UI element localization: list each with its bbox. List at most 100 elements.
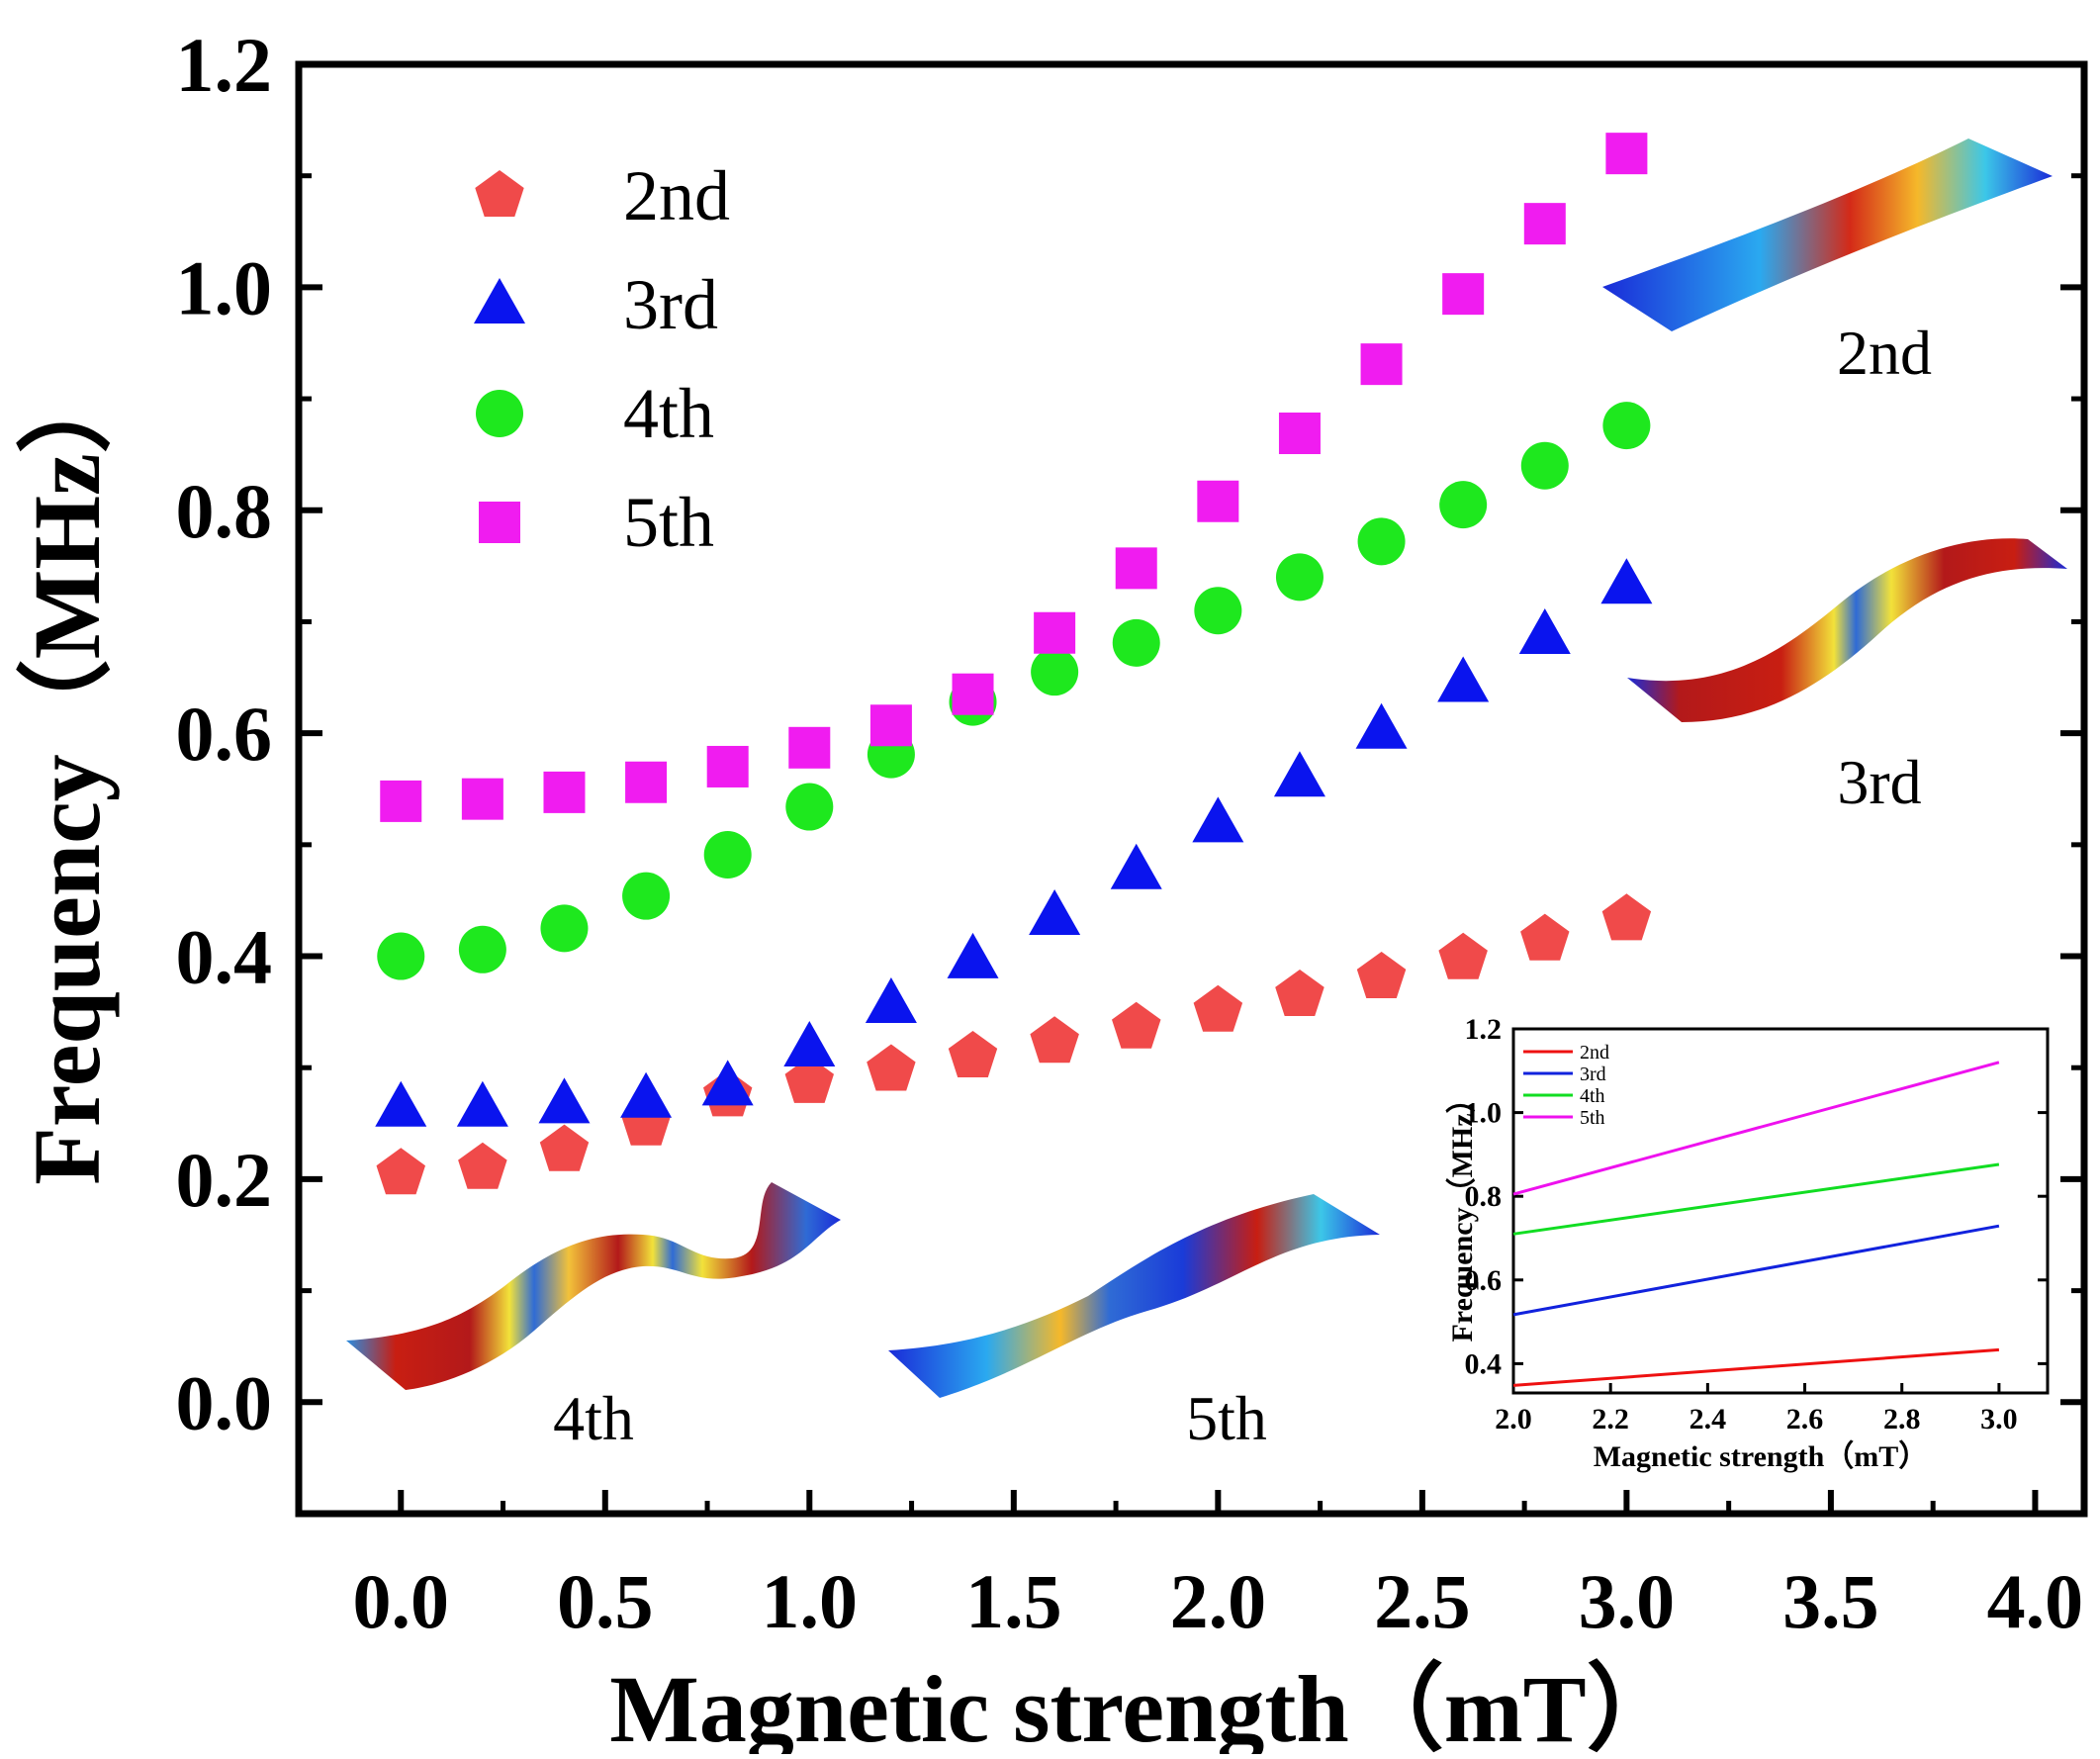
- data-point-4th: [785, 783, 834, 831]
- main-x-tick-label: 1.5: [965, 1558, 1062, 1644]
- main-y-tick-label: 1.0: [176, 244, 273, 330]
- legend-label-2nd: 2nd: [623, 156, 730, 235]
- mode-label-2nd: 2nd: [1837, 318, 1932, 388]
- inset-chart: 2.0 2.2 2.4 2.6 2.8 3.0 0.4 0.6 0.8 1.0 1.2 2nd3rd…: [1445, 1013, 2050, 1473]
- inset-x-axis-label: Magnetic strength（mT）: [1594, 1439, 1929, 1473]
- data-point-2nd: [784, 1056, 834, 1103]
- inset-line-3rd: [1512, 1224, 2000, 1317]
- inset-line-2nd: [1512, 1347, 2000, 1387]
- data-point-4th: [1031, 648, 1079, 696]
- main-y-tick-label: 0.6: [176, 691, 273, 777]
- legend-label-5th: 5th: [623, 483, 714, 562]
- mode-shape-4th-surface: [346, 1182, 841, 1390]
- inset-x-tick-label: 2.2: [1592, 1403, 1629, 1435]
- inset-legend-label-3rd: 3rd: [1580, 1064, 1606, 1085]
- data-point-5th: [1278, 413, 1321, 455]
- main-x-tick-label: 2.0: [1170, 1558, 1267, 1644]
- inset-y-tick-label: 1.0: [1465, 1097, 1503, 1130]
- inset-line-5th: [1512, 1061, 2000, 1196]
- data-point-5th: [543, 771, 586, 813]
- mode-label-5th: 5th: [1186, 1383, 1267, 1453]
- series-3rd: [375, 558, 1653, 1127]
- inset-axis-ticks: 2.0 2.2 2.4 2.6 2.8 3.0 0.4 0.6 0.8 1.0 1.2: [1465, 1013, 2048, 1435]
- legend-marker-3rd: [474, 278, 525, 324]
- main-y-tick-label: 0.2: [176, 1137, 273, 1223]
- inset-x-tick-label: 2.8: [1883, 1403, 1921, 1435]
- data-point-3rd: [620, 1071, 673, 1118]
- legend-marker-2nd: [475, 170, 524, 217]
- data-point-5th: [952, 673, 994, 715]
- data-point-3rd: [1518, 607, 1571, 654]
- data-point-3rd: [1273, 751, 1325, 797]
- main-y-tick-label: 0.0: [176, 1359, 273, 1445]
- data-point-5th: [380, 780, 422, 822]
- data-point-2nd: [1520, 913, 1570, 961]
- data-point-3rd: [1029, 888, 1081, 935]
- inset-x-tick-label: 3.0: [1980, 1403, 2018, 1435]
- main-x-tick-label: 3.0: [1579, 1558, 1676, 1644]
- data-point-5th: [706, 745, 749, 787]
- main-y-tick-label: 0.4: [176, 914, 273, 1000]
- data-point-2nd: [1193, 984, 1243, 1032]
- inset-legend-label-2nd: 2nd: [1580, 1042, 1609, 1064]
- data-point-4th: [1520, 441, 1569, 490]
- inset-legend-label-4th: 4th: [1580, 1085, 1605, 1107]
- data-point-5th: [625, 761, 668, 803]
- data-point-2nd: [458, 1142, 507, 1189]
- data-point-4th: [377, 932, 425, 980]
- mode-label-3rd: 3rd: [1837, 747, 1921, 817]
- data-point-2nd: [376, 1148, 425, 1195]
- data-point-4th: [1275, 553, 1324, 602]
- data-point-5th: [1442, 273, 1485, 316]
- inset-x-tick-label: 2.0: [1495, 1403, 1532, 1435]
- inset-y-axis-label: Frequency（MHz）: [1445, 1083, 1479, 1342]
- data-point-2nd: [1112, 1001, 1161, 1049]
- main-x-tick-label: 0.0: [353, 1558, 450, 1644]
- mode-shape-4th-illustration: [346, 1182, 841, 1390]
- legend-label-3rd: 3rd: [623, 265, 718, 344]
- data-point-4th: [1602, 402, 1651, 450]
- legend-marker-5th: [479, 502, 520, 543]
- main-x-tick-label: 0.5: [557, 1558, 654, 1644]
- mode-shape-5th-surface: [888, 1194, 1380, 1398]
- data-point-3rd: [1192, 796, 1244, 843]
- main-y-axis-label: Frequency（MHz）: [14, 358, 120, 1184]
- main-axis-ticks: 0.0 0.5 1.0 1.5 2.0 2.5 3.0 3.5 4.0 0.0 0.2 0.4 0.6 0…: [176, 22, 2084, 1644]
- data-point-4th: [1112, 618, 1160, 667]
- mode-shape-5th-illustration: [888, 1194, 1380, 1398]
- main-chart: 0.0 0.5 1.0 1.5 2.0 2.5 3.0 3.5 4.0 0.0 0.2 0.4 0.6 0…: [14, 22, 2088, 1759]
- legend-marker-4th: [476, 390, 523, 437]
- data-point-2nd: [1601, 893, 1652, 941]
- data-point-4th: [1194, 587, 1242, 635]
- inset-y-tick-label: 1.2: [1465, 1013, 1503, 1046]
- data-point-5th: [1523, 203, 1566, 245]
- data-point-4th: [540, 904, 589, 953]
- data-point-5th: [1360, 343, 1403, 386]
- data-point-2nd: [1275, 970, 1324, 1016]
- inset-legend-label-5th: 5th: [1580, 1107, 1605, 1129]
- series-5th: [380, 133, 1648, 822]
- data-point-4th: [1357, 517, 1406, 566]
- data-point-2nd: [948, 1031, 998, 1077]
- inset-line-4th: [1512, 1162, 2000, 1236]
- data-point-2nd: [1356, 952, 1407, 998]
- main-y-tick-label: 0.8: [176, 468, 273, 554]
- data-point-3rd: [783, 1020, 836, 1066]
- data-point-2nd: [1438, 932, 1488, 979]
- inset-data-lines: [1512, 1061, 2000, 1387]
- main-legend: 2nd 3rd 4th 5th: [474, 156, 730, 562]
- main-x-tick-label: 3.5: [1782, 1558, 1879, 1644]
- mode-shape-2nd-illustration: [1602, 139, 2053, 331]
- mode-shape-3rd-surface: [1627, 538, 2067, 722]
- data-point-5th: [1197, 480, 1239, 522]
- main-x-tick-label: 4.0: [1987, 1558, 2084, 1644]
- data-point-3rd: [1437, 656, 1490, 702]
- data-point-5th: [1115, 547, 1157, 590]
- data-point-2nd: [539, 1124, 590, 1171]
- main-x-tick-label: 1.0: [762, 1558, 859, 1644]
- mode-shape-3rd-illustration: [1627, 538, 2067, 722]
- data-point-3rd: [947, 932, 999, 978]
- inset-x-tick-label: 2.6: [1786, 1403, 1824, 1435]
